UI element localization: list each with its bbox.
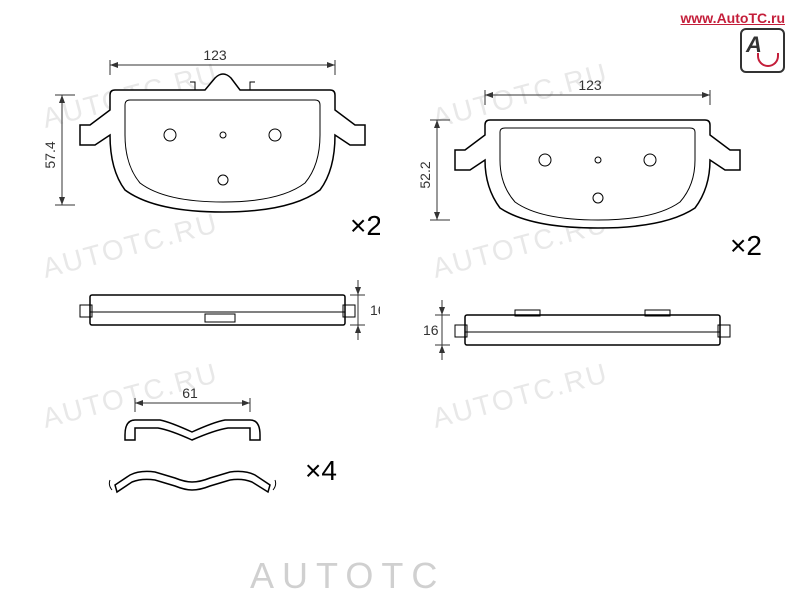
spring-clip: 61 ×4	[80, 380, 380, 530]
brake-pad-left-side: 16	[40, 270, 380, 350]
qty-clip: ×4	[305, 455, 337, 486]
qty-pad-left: ×2	[350, 210, 380, 241]
brake-pad-right-front: 123 52.2 ×2	[415, 70, 775, 280]
dim-width-right: 123	[578, 77, 602, 93]
qty-pad-right: ×2	[730, 230, 762, 261]
site-logo: www.AutoTC.ru	[681, 10, 785, 78]
watermark-bottom: AUTOTC	[250, 555, 445, 597]
dim-clip-width: 61	[182, 385, 198, 401]
logo-icon	[740, 28, 785, 73]
dim-width-left: 123	[203, 47, 227, 63]
dim-thick-left: 16	[370, 302, 380, 318]
dim-height-right: 52.2	[417, 161, 433, 188]
brake-pad-left-front: 123 57.4 ×2	[40, 40, 380, 260]
brake-pad-right-side: 16	[415, 290, 755, 370]
dim-thick-right: 16	[423, 322, 439, 338]
logo-url: www.AutoTC.ru	[681, 10, 785, 26]
dim-height-left: 57.4	[42, 141, 58, 168]
